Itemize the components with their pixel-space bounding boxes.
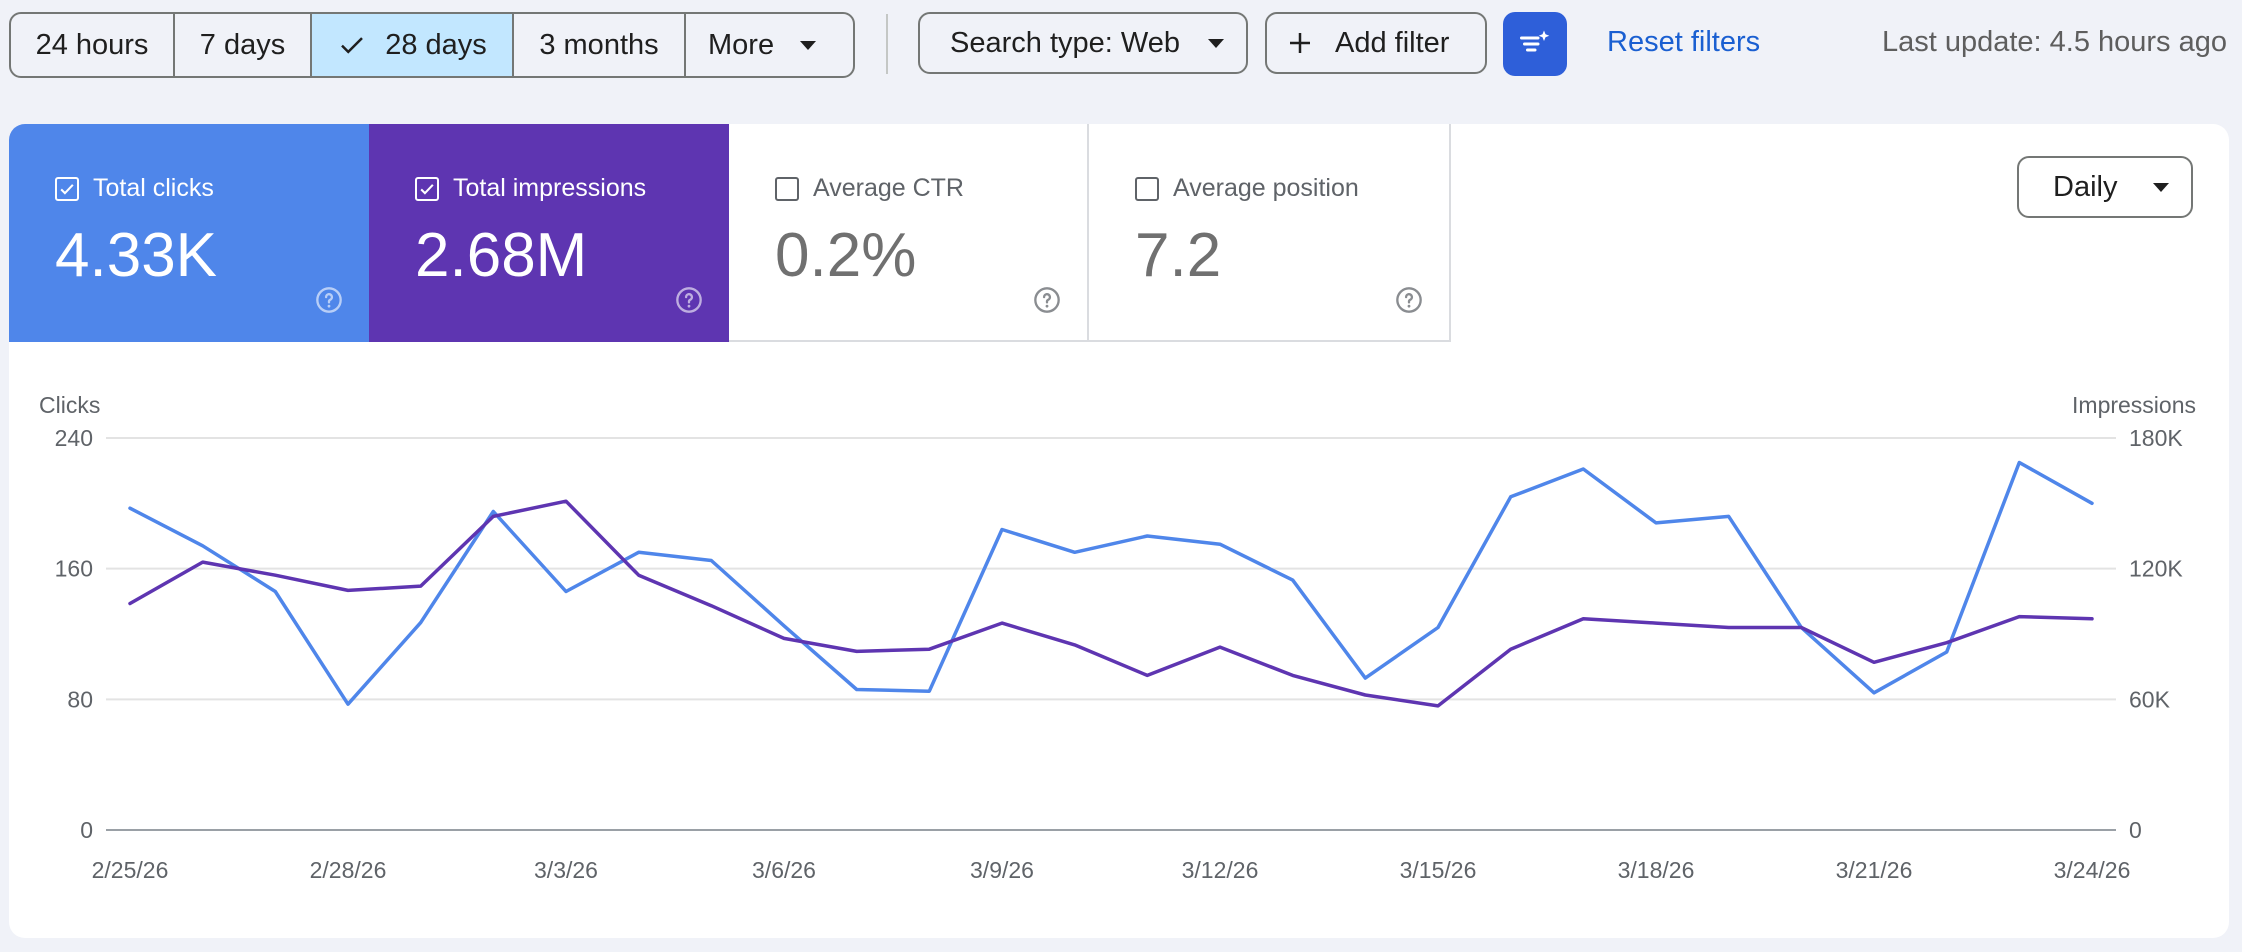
range-24-hours-button[interactable]: 24 hours — [11, 14, 175, 76]
search-type-label: Search type: Web — [950, 26, 1180, 59]
metric-label: Average CTR — [813, 174, 964, 202]
x-tick-label: 3/6/26 — [752, 857, 816, 883]
metric-average-position[interactable]: Average position 7.2 — [1089, 124, 1451, 342]
x-tick-label: 3/3/26 — [534, 857, 598, 883]
last-update-text: Last update: 4.5 hours ago — [1881, 26, 2227, 58]
checkbox-unchecked-icon[interactable] — [1135, 176, 1159, 201]
checkbox-unchecked-icon[interactable] — [775, 176, 799, 201]
performance-card: Total clicks 4.33K Total impressions 2.6… — [9, 124, 2229, 938]
help-icon[interactable] — [1395, 286, 1423, 314]
metric-value: 0.2% — [775, 221, 917, 290]
performance-chart: 0 0 80 60K 160 120K 240 180K Clicks Impressions 2/… — [39, 392, 2196, 883]
x-tick-label: 3/21/26 — [1836, 857, 1913, 883]
left-tick-label: 240 — [55, 425, 93, 451]
right-tick-label: 60K — [2129, 686, 2171, 712]
dropdown-arrow-icon — [2153, 182, 2170, 192]
x-tick-label: 3/24/26 — [2054, 857, 2131, 883]
metric-label-row: Average position — [1135, 174, 1359, 203]
help-icon[interactable] — [1033, 286, 1061, 314]
metric-label-row: Total impressions — [415, 174, 646, 203]
metric-label: Total clicks — [93, 174, 214, 202]
checkbox-checked-icon[interactable] — [55, 176, 79, 201]
add-filter-button[interactable]: Add filter — [1265, 12, 1487, 74]
right-tick-label: 120K — [2129, 556, 2183, 582]
check-icon — [341, 37, 364, 54]
range-label: 3 months — [539, 28, 659, 61]
range-label: 7 days — [199, 28, 286, 61]
range-label: 24 hours — [35, 28, 149, 61]
filter-suggestions-button[interactable] — [1503, 12, 1567, 76]
metric-label: Average position — [1173, 174, 1359, 202]
x-tick-label: 3/18/26 — [1618, 857, 1695, 883]
right-axis-title: Impressions — [2072, 392, 2196, 418]
metric-value: 2.68M — [415, 221, 588, 290]
add-filter-label: Add filter — [1335, 26, 1450, 59]
granularity-label: Daily — [2053, 170, 2118, 203]
plus-icon — [1290, 33, 1310, 53]
right-tick-label: 0 — [2129, 817, 2142, 843]
search-type-dropdown[interactable]: Search type: Web — [918, 12, 1248, 74]
x-tick-label: 3/15/26 — [1400, 857, 1477, 883]
right-tick-label: 180K — [2129, 425, 2183, 451]
metric-value: 7.2 — [1135, 221, 1222, 290]
range-3-months-button[interactable]: 3 months — [514, 14, 686, 76]
left-tick-label: 80 — [67, 686, 93, 712]
left-tick-label: 0 — [80, 817, 93, 843]
sparkle-filter-icon — [1520, 30, 1550, 52]
toolbar-divider — [886, 14, 888, 74]
date-range-selector: 24 hours 7 days 28 days 3 months More — [9, 12, 855, 78]
metric-label-row: Total clicks — [55, 174, 214, 203]
x-tick-label: 2/25/26 — [92, 857, 169, 883]
reset-filters-link[interactable]: Reset filters — [1607, 26, 1761, 58]
dropdown-arrow-icon — [800, 40, 817, 50]
metric-average-ctr[interactable]: Average CTR 0.2% — [729, 124, 1089, 342]
left-tick-label: 160 — [55, 556, 93, 582]
range-label: 28 days — [385, 28, 487, 61]
help-icon[interactable] — [315, 286, 343, 314]
range-label: More — [708, 28, 775, 61]
x-tick-label: 3/12/26 — [1182, 857, 1259, 883]
metric-label: Total impressions — [453, 174, 647, 202]
checkbox-checked-icon[interactable] — [415, 176, 439, 201]
x-tick-label: 3/9/26 — [970, 857, 1034, 883]
dropdown-arrow-icon — [1207, 38, 1224, 48]
metric-value: 4.33K — [55, 221, 218, 290]
metric-total-impressions[interactable]: Total impressions 2.68M — [369, 124, 729, 342]
series-line-total-impressions — [128, 499, 2094, 708]
help-icon[interactable] — [675, 286, 703, 314]
range-7-days-button[interactable]: 7 days — [175, 14, 312, 76]
left-axis-title: Clicks — [39, 392, 100, 418]
range-more-dropdown[interactable]: More — [686, 14, 853, 76]
metric-label-row: Average CTR — [775, 174, 964, 203]
x-tick-label: 2/28/26 — [310, 857, 387, 883]
range-28-days-button[interactable]: 28 days — [312, 14, 514, 76]
granularity-dropdown[interactable]: Daily — [2017, 156, 2193, 218]
metric-total-clicks[interactable]: Total clicks 4.33K — [9, 124, 369, 342]
series-line-total-clicks — [128, 460, 2094, 706]
